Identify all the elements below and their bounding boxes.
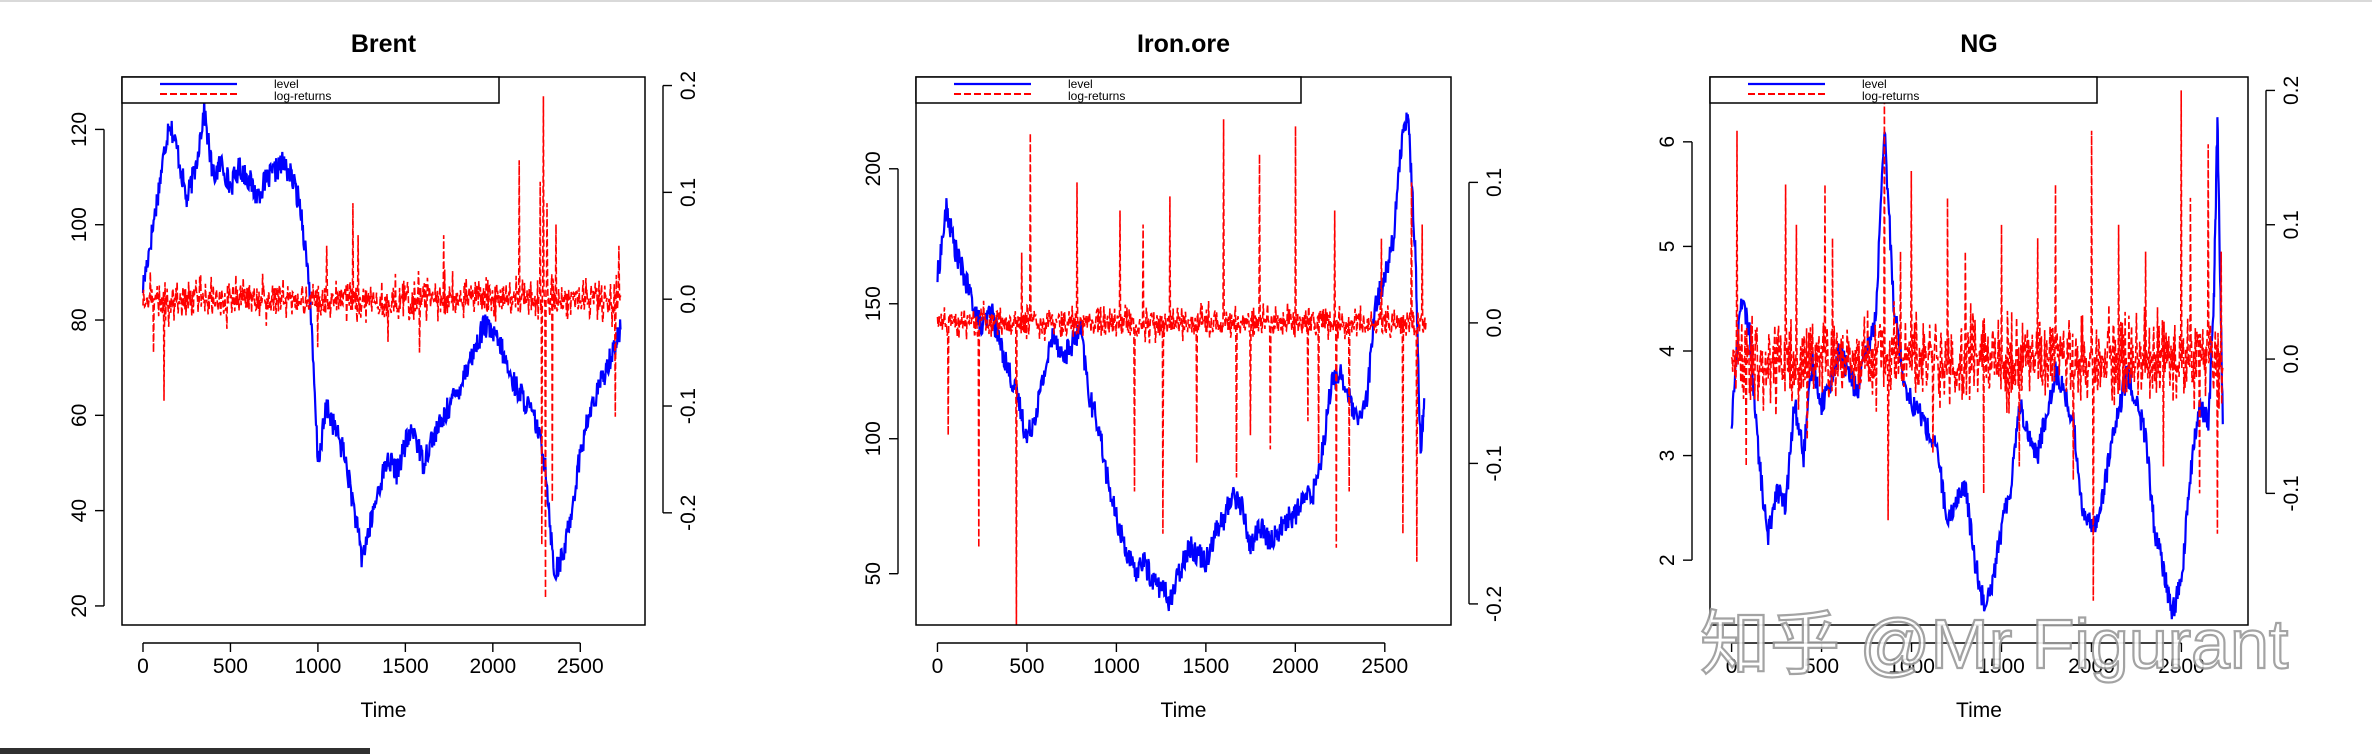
chart-title: NG (1960, 30, 1998, 58)
y-tick-label: 120 (68, 112, 91, 147)
y2-tick-label: 0.2 (677, 71, 700, 100)
y2-tick-label: -0.1 (677, 388, 700, 424)
chart-panel-1: Iron.ore 0 500 1000 1500 2000 2500 Time 50 100 150… (862, 30, 1506, 722)
y2-tick-label: -0.1 (1483, 445, 1506, 481)
legend-box (1709, 76, 2098, 104)
legend-level-label: level (1862, 77, 1887, 91)
y-tick-label: 50 (862, 562, 885, 585)
chart-title: Brent (351, 30, 417, 58)
y2-tick-label: 0.2 (2280, 76, 2303, 105)
x-tick-label: 500 (1009, 655, 1044, 678)
y-tick-label: 100 (862, 421, 885, 456)
x-tick-label: 2500 (1361, 655, 1408, 678)
x-axis-label: Time (1956, 699, 2002, 722)
y-tick-label: 2 (1656, 554, 1679, 566)
y-tick-label: 6 (1656, 136, 1679, 148)
y2-tick-label: -0.2 (677, 495, 700, 531)
y-tick-label: 80 (68, 308, 91, 331)
x-tick-label: 0 (932, 655, 944, 678)
y2-tick-label: 0.1 (677, 178, 700, 207)
legend-level-label: level (1068, 77, 1093, 91)
log-returns-series-line (936, 119, 1427, 625)
y2-tick-label: 0.0 (2280, 344, 2303, 373)
x-tick-label: 0 (137, 655, 149, 678)
data-layer (141, 96, 622, 599)
level-series-line (1730, 117, 2224, 620)
legend-box (121, 76, 500, 104)
y2-tick-label: 0.1 (1483, 168, 1506, 197)
y-tick-label: 100 (68, 207, 91, 242)
y-tick-label: 20 (68, 594, 91, 617)
y2-tick-label: 0.1 (2280, 210, 2303, 239)
y2-tick-label: 0.0 (1483, 308, 1506, 337)
data-layer (1730, 90, 2224, 620)
log-returns-series-line (142, 96, 622, 599)
chart-panel-0: Brent 0 500 1000 1500 2000 2500 Time 20 40 60 80 100… (68, 30, 700, 722)
y-tick-label: 3 (1656, 450, 1679, 462)
level-series-line (936, 112, 1426, 612)
legend-returns-label: log-returns (274, 89, 331, 103)
y2-tick-label: 0.0 (677, 285, 700, 314)
x-tick-label: 2500 (557, 655, 604, 678)
log-returns-series-line (1730, 90, 2224, 601)
x-tick-label: 2000 (469, 655, 516, 678)
x-tick-label: 500 (213, 655, 248, 678)
x-tick-label: 500 (1804, 655, 1839, 678)
y-tick-label: 150 (862, 286, 885, 321)
x-axis-label: Time (1161, 699, 1207, 722)
y2-tick-label: -0.2 (1483, 586, 1506, 622)
x-tick-label: 1500 (1183, 655, 1230, 678)
y-tick-label: 5 (1656, 241, 1679, 253)
x-tick-label: 1500 (1978, 655, 2025, 678)
top-border (0, 0, 2372, 2)
watermark-text: 知乎 @Mr Figurant (1700, 605, 2288, 683)
x-tick-label: 1500 (382, 655, 429, 678)
data-layer (936, 112, 1427, 625)
x-tick-label: 2500 (2158, 655, 2205, 678)
legend-box (915, 76, 1302, 104)
y-tick-label: 4 (1656, 345, 1679, 357)
x-tick-label: 1000 (295, 655, 342, 678)
x-tick-label: 0 (1726, 655, 1738, 678)
legend-returns-label: log-returns (1862, 89, 1919, 103)
x-tick-label: 2000 (2068, 655, 2115, 678)
y2-tick-label: -0.1 (2280, 475, 2303, 511)
x-axis-label: Time (361, 699, 407, 722)
x-tick-label: 1000 (1888, 655, 1935, 678)
x-tick-label: 1000 (1093, 655, 1140, 678)
level-series-line (141, 98, 622, 583)
bottom-edge-bar (0, 748, 370, 754)
chart-panel-2: NG 0 500 1000 1500 2000 2500 Time 2 3 4 5 6 -0.1 0.0 0.… (1656, 30, 2303, 722)
y-tick-label: 200 (862, 151, 885, 186)
chart-title: Iron.ore (1137, 30, 1230, 58)
legend-returns-label: log-returns (1068, 89, 1125, 103)
x-tick-label: 2000 (1272, 655, 1319, 678)
legend-level-label: level (274, 77, 299, 91)
y-tick-label: 40 (68, 499, 91, 522)
y-tick-label: 60 (68, 404, 91, 427)
